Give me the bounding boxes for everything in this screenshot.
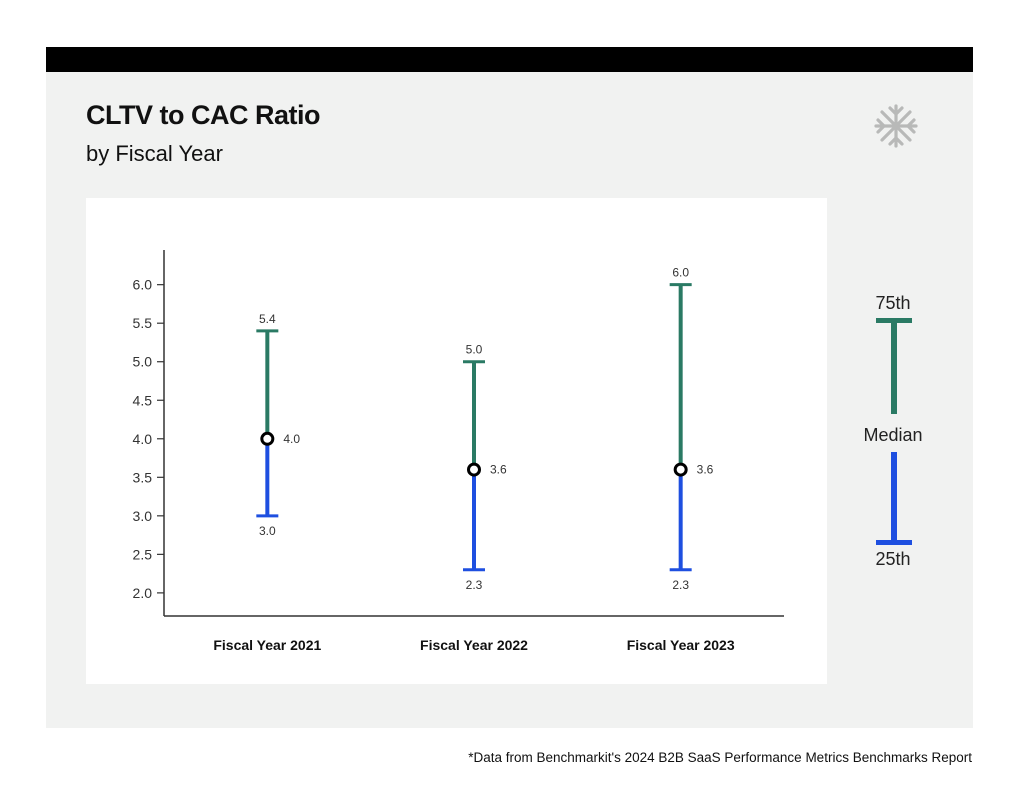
top-bar xyxy=(46,47,973,72)
legend: 75th Median 25th xyxy=(845,290,945,580)
p75-value-label: 5.4 xyxy=(259,312,276,326)
legend-lower-bar xyxy=(891,452,897,544)
x-category-label: Fiscal Year 2022 xyxy=(420,637,528,653)
y-tick-label: 5.0 xyxy=(133,354,153,370)
y-tick-label: 6.0 xyxy=(133,277,153,293)
p25-value-label: 3.0 xyxy=(259,524,276,538)
snowflake-star-icon xyxy=(870,100,922,152)
y-tick-label: 2.0 xyxy=(133,585,153,601)
legend-upper-bar xyxy=(891,320,897,414)
chart-subtitle: by Fiscal Year xyxy=(86,141,223,166)
median-value-label: 3.6 xyxy=(697,463,714,477)
median-value-label: 4.0 xyxy=(283,432,300,446)
x-category-label: Fiscal Year 2021 xyxy=(213,637,321,653)
y-tick-label: 4.0 xyxy=(133,431,153,447)
median-marker xyxy=(673,462,688,477)
legend-75th-label: 75th xyxy=(875,293,911,313)
x-category-label: Fiscal Year 2023 xyxy=(627,637,735,653)
median-marker xyxy=(467,462,481,477)
y-tick-label: 3.5 xyxy=(133,469,153,485)
footnote: *Data from Benchmarkit's 2024 B2B SaaS P… xyxy=(468,750,972,765)
range-chart: 2.0 2.5 3.0 3.5 4.0 4.5 5.0 5.5 6.0 Fiscal Year 2… xyxy=(133,250,784,653)
chart-title: CLTV to CAC Ratio xyxy=(86,100,320,130)
median-marker xyxy=(260,431,275,446)
p75-value-label: 6.0 xyxy=(672,266,689,280)
legend-25th-cap xyxy=(876,540,912,545)
p75-value-label: 5.0 xyxy=(466,343,483,357)
y-tick-label: 5.5 xyxy=(133,315,153,331)
legend-25th-label: 25th xyxy=(875,549,911,569)
median-value-label: 3.6 xyxy=(490,463,507,477)
legend-graphic xyxy=(876,318,912,545)
p25-value-label: 2.3 xyxy=(672,578,689,592)
p25-value-label: 2.3 xyxy=(466,578,483,592)
legend-median-label: Median xyxy=(863,425,923,445)
y-tick-label: 3.0 xyxy=(133,508,153,524)
y-tick-label: 4.5 xyxy=(133,392,153,408)
plot-card: 2.0 2.5 3.0 3.5 4.0 4.5 5.0 5.5 6.0 Fiscal Year 2… xyxy=(86,198,827,684)
y-tick-label: 2.5 xyxy=(133,546,153,562)
